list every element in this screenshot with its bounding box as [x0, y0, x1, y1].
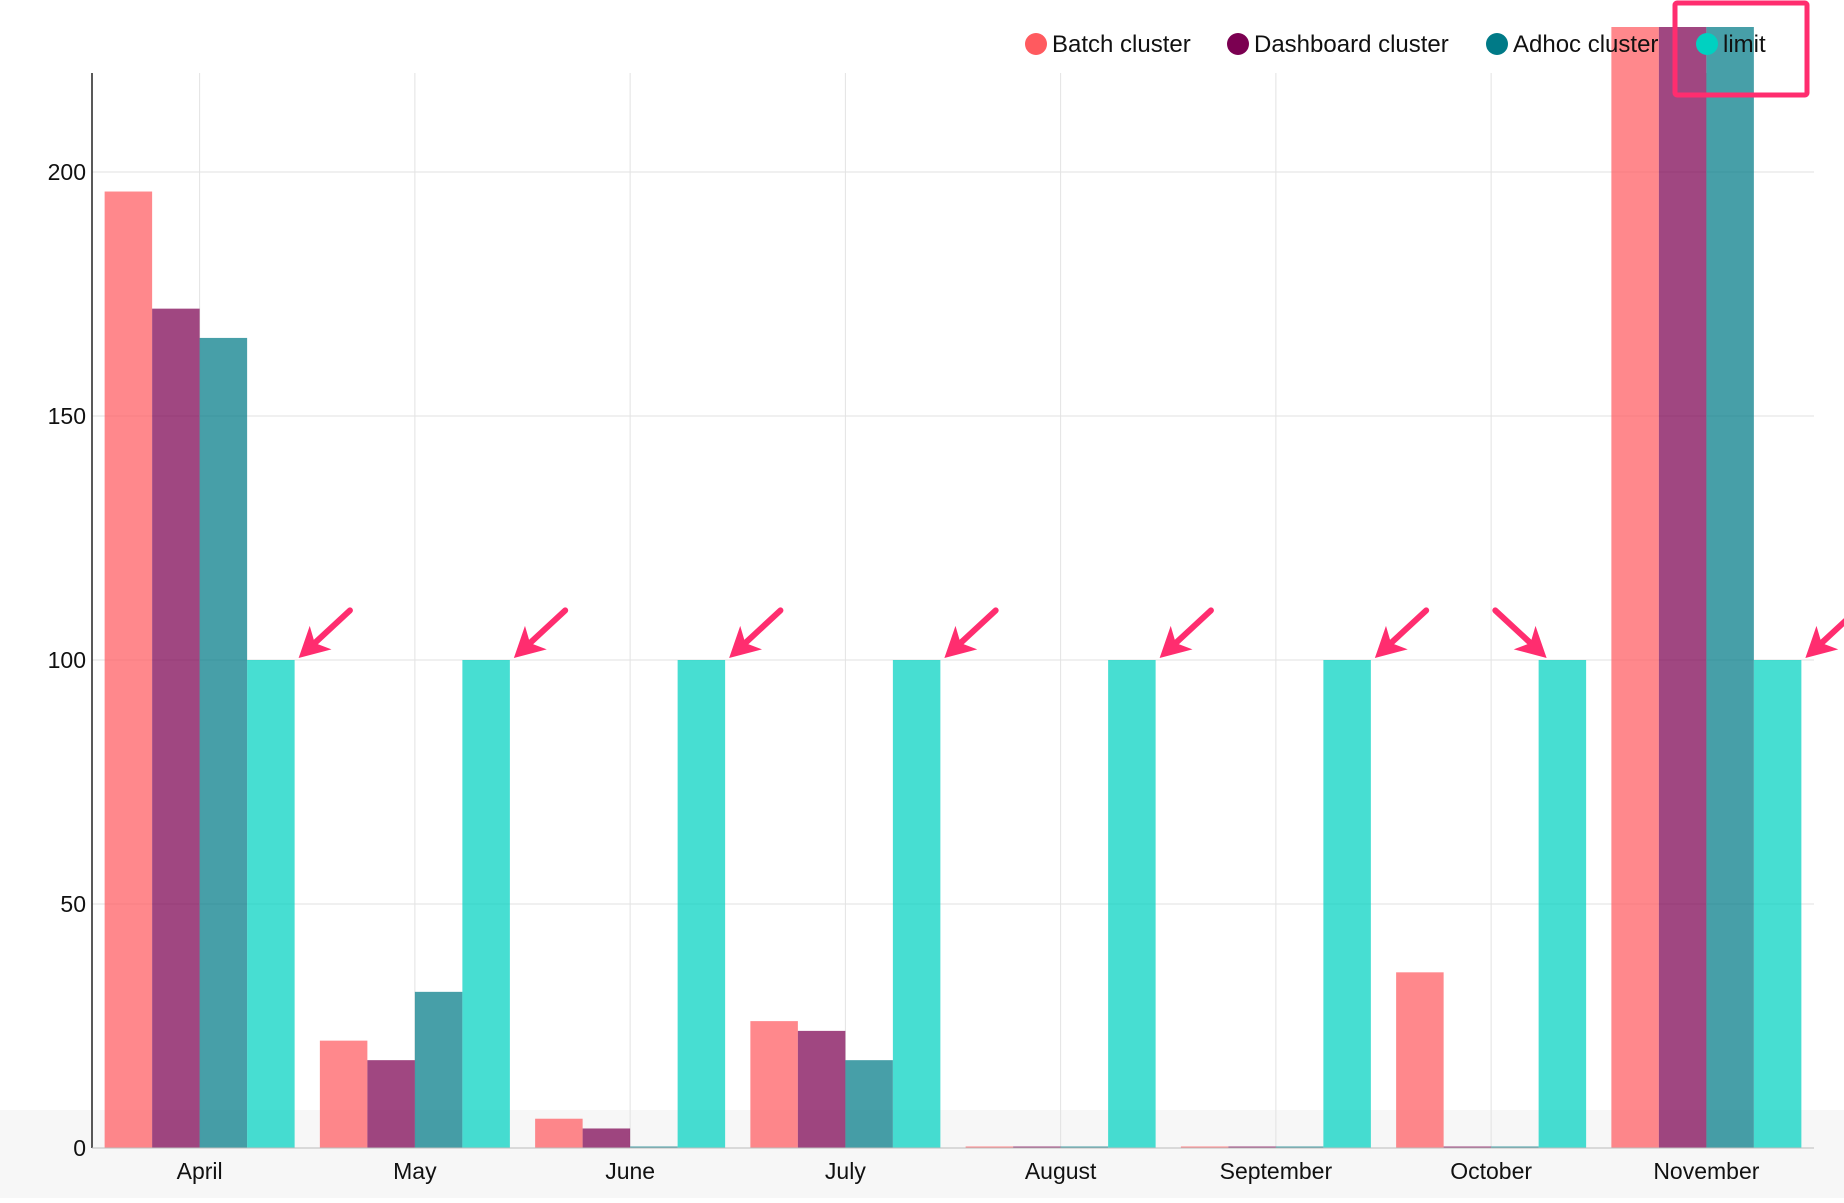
bar-dashboard-cluster-october[interactable] [1443, 1146, 1492, 1149]
legend-label: Dashboard cluster [1254, 31, 1449, 58]
x-tick-label-september: September [1220, 1158, 1333, 1184]
legend-label: Adhoc cluster [1513, 31, 1658, 58]
y-tick-label: 0 [73, 1135, 86, 1161]
y-tick-label: 200 [48, 159, 86, 185]
x-tick-label-july: July [825, 1158, 866, 1184]
x-tick-label-november: November [1653, 1158, 1759, 1184]
bar-adhoc-cluster-may[interactable] [414, 991, 463, 1148]
bar-dashboard-cluster-august[interactable] [1013, 1146, 1061, 1149]
x-tick-label-may: May [393, 1158, 437, 1184]
x-tick-label-october: October [1450, 1158, 1532, 1184]
arrow-annotation [1159, 607, 1214, 658]
bar-batch-cluster-may[interactable] [319, 1040, 368, 1148]
bar-limit-may[interactable] [462, 660, 510, 1148]
bar-limit-august[interactable] [1108, 660, 1156, 1148]
bar-adhoc-cluster-april[interactable] [199, 337, 248, 1148]
bar-batch-cluster-august[interactable] [965, 1146, 1014, 1149]
x-tick-label-june: June [605, 1158, 655, 1184]
bar-dashboard-cluster-september[interactable] [1228, 1146, 1276, 1149]
bar-batch-cluster-april[interactable] [104, 191, 153, 1148]
y-tick-label: 150 [48, 403, 86, 429]
bar-adhoc-cluster-october[interactable] [1491, 1146, 1539, 1149]
bar-adhoc-cluster-july[interactable] [845, 1060, 893, 1148]
legend-item-dashboard-cluster[interactable]: Dashboard cluster [1227, 31, 1449, 58]
arrow-annotation [1492, 607, 1547, 658]
arrow-annotation [298, 607, 353, 658]
y-tick-label: 50 [60, 891, 86, 917]
legend-swatch [1486, 33, 1508, 55]
legend-item-batch-cluster[interactable]: Batch cluster [1025, 31, 1191, 58]
bar-limit-november[interactable] [1753, 660, 1802, 1148]
arrow-annotation [1374, 607, 1430, 658]
bar-dashboard-cluster-april[interactable] [152, 308, 200, 1148]
legend-swatch [1696, 33, 1718, 55]
legend-swatch [1025, 33, 1047, 55]
bar-limit-october[interactable] [1538, 660, 1587, 1148]
bar-batch-cluster-september[interactable] [1180, 1146, 1229, 1149]
legend-label: limit [1723, 31, 1766, 58]
y-tick-label: 100 [48, 647, 86, 673]
bar-adhoc-cluster-september[interactable] [1275, 1146, 1324, 1149]
x-tick-label-april: April [177, 1158, 223, 1184]
bar-dashboard-cluster-november[interactable] [1658, 27, 1707, 1148]
bar-batch-cluster-june[interactable] [535, 1118, 583, 1148]
legend-item-limit[interactable]: limit [1696, 31, 1766, 58]
arrow-annotation [1805, 618, 1844, 658]
bar-limit-july[interactable] [892, 660, 941, 1148]
bar-dashboard-cluster-may[interactable] [367, 1060, 415, 1148]
bar-adhoc-cluster-august[interactable] [1060, 1146, 1109, 1149]
legend-highlight-box [1672, 0, 1810, 98]
y-tick-labels: 0 50 100 150 200 [48, 159, 86, 1161]
arrow-annotation [513, 607, 569, 658]
bar-adhoc-cluster-june[interactable] [630, 1146, 678, 1149]
bars [104, 27, 1802, 1149]
grid [92, 73, 1814, 1149]
legend-swatch [1227, 33, 1249, 55]
bar-limit-april[interactable] [247, 660, 295, 1148]
x-tick-labels: April May June July August September October No… [177, 1158, 1760, 1184]
bar-limit-june[interactable] [677, 660, 726, 1148]
legend[interactable]: Batch cluster Dashboard cluster Adhoc clus… [1025, 31, 1766, 58]
legend-item-adhoc-cluster[interactable]: Adhoc cluster [1486, 31, 1658, 58]
bar-batch-cluster-october[interactable] [1396, 972, 1444, 1148]
bar-batch-cluster-july[interactable] [750, 1021, 798, 1148]
bar-dashboard-cluster-july[interactable] [797, 1030, 846, 1148]
bar-limit-september[interactable] [1323, 660, 1371, 1148]
annotations [298, 0, 1844, 658]
x-tick-label-august: August [1025, 1158, 1097, 1184]
bar-dashboard-cluster-june[interactable] [582, 1128, 631, 1148]
bar-batch-cluster-november[interactable] [1611, 27, 1659, 1148]
legend-label: Batch cluster [1052, 31, 1191, 58]
arrow-annotation [729, 607, 784, 658]
axes [91, 73, 1814, 1149]
bar-adhoc-cluster-november[interactable] [1706, 27, 1754, 1148]
arrow-annotation [944, 607, 999, 658]
